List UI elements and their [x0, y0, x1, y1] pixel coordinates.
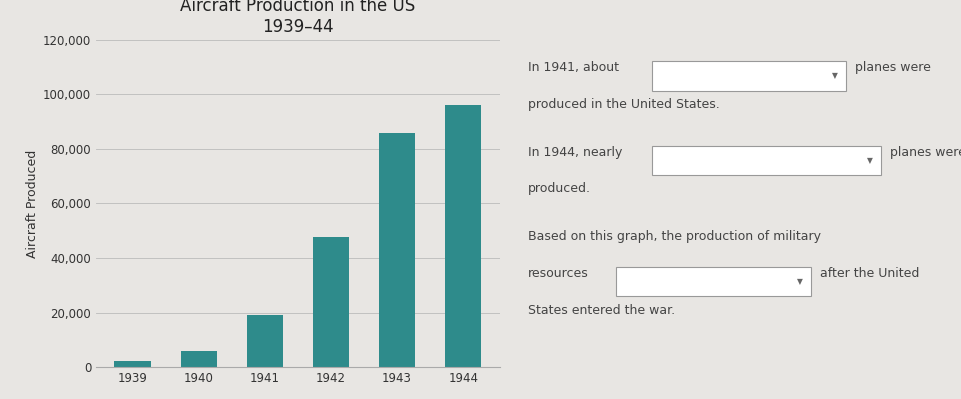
- FancyBboxPatch shape: [652, 61, 846, 91]
- FancyBboxPatch shape: [652, 146, 881, 175]
- Text: planes were: planes were: [855, 61, 931, 74]
- Bar: [181, 351, 217, 367]
- Text: planes were: planes were: [890, 146, 961, 159]
- Text: In 1941, about: In 1941, about: [528, 61, 619, 74]
- Text: produced in the United States.: produced in the United States.: [528, 98, 720, 111]
- Y-axis label: Aircraft Produced: Aircraft Produced: [26, 149, 38, 258]
- Bar: [114, 361, 151, 367]
- Text: ▼: ▼: [832, 71, 838, 81]
- Text: States entered the war.: States entered the war.: [528, 304, 675, 316]
- Title: Aircraft Production in the US
1939–44: Aircraft Production in the US 1939–44: [181, 0, 415, 36]
- Bar: [445, 105, 481, 367]
- Text: In 1944, nearly: In 1944, nearly: [528, 146, 622, 159]
- FancyBboxPatch shape: [616, 267, 811, 296]
- Text: after the United: after the United: [820, 267, 919, 280]
- Bar: [247, 315, 283, 367]
- Text: ▼: ▼: [868, 156, 874, 165]
- Text: produced.: produced.: [528, 182, 591, 196]
- Text: resources: resources: [528, 267, 588, 280]
- Text: Based on this graph, the production of military: Based on this graph, the production of m…: [528, 230, 821, 243]
- Bar: [312, 237, 349, 367]
- Bar: [379, 133, 415, 367]
- Text: ▼: ▼: [797, 277, 802, 286]
